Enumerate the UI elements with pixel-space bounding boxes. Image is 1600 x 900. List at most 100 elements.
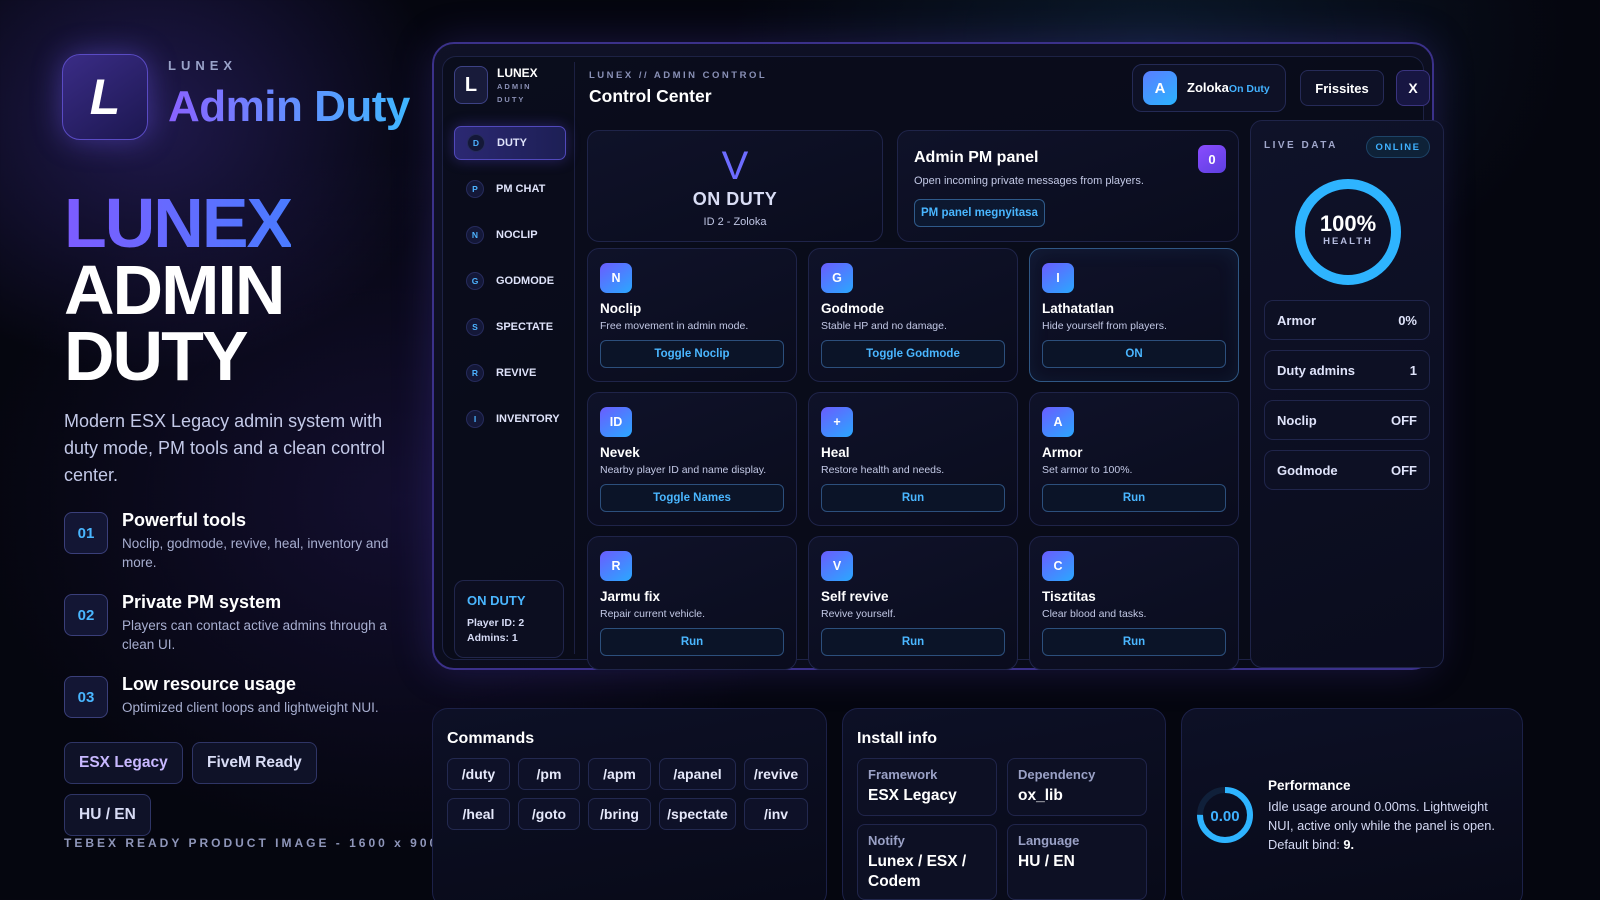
refresh-button[interactable]: Frissites [1300, 70, 1384, 106]
sidebar-item-noclip[interactable]: N NOCLIP [454, 218, 566, 252]
sidebar-item-revive[interactable]: R REVIVE [454, 356, 566, 390]
sidebar-item-label: PM CHAT [496, 183, 546, 195]
pm-panel-description: Open incoming private messages from play… [914, 175, 1144, 187]
duty-player-id: ID 2 - Zoloka [703, 216, 767, 228]
tool-description: Restore health and needs. [821, 464, 945, 476]
sidebar-item-label: SPECTATE [496, 321, 554, 333]
clean-run-button[interactable]: Run [1042, 628, 1226, 656]
tool-title: Heal [821, 445, 850, 460]
open-pm-panel-button[interactable]: PM panel megnyitasa [914, 199, 1045, 227]
duty-status-card: V ON DUTY ID 2 - Zoloka [587, 130, 883, 242]
feature-description: Optimized client loops and lightweight N… [122, 700, 379, 715]
feature-number: 02 [64, 594, 108, 636]
plus-icon: + [821, 407, 853, 437]
tool-title: Jarmu fix [600, 589, 661, 604]
performance-card [1181, 708, 1523, 900]
revive-icon: V [821, 551, 853, 581]
hero-line-3: DUTY [64, 317, 249, 395]
heal-run-button[interactable]: Run [821, 484, 1005, 512]
commands-title: Commands [447, 730, 535, 747]
tool-card-clean: C Tisztitas Clear blood and tasks. Run [1029, 536, 1239, 670]
command-chip: /revive [744, 758, 808, 790]
user-badge: A ZolokaOn Duty [1132, 64, 1286, 112]
feature-item: 03 Low resource usage Optimized client l… [64, 674, 404, 718]
sidebar-item-duty[interactable]: D DUTY [454, 126, 566, 160]
command-chip: /goto [518, 798, 580, 830]
sidebar-item-label: REVIVE [496, 367, 537, 379]
stat-value: OFF [1391, 462, 1417, 478]
feature-title: Low resource usage [122, 674, 297, 694]
stat-value: 0% [1398, 312, 1417, 328]
install-value: HU / EN [1018, 853, 1075, 870]
health-label: HEALTH [1323, 236, 1373, 247]
pm-chat-icon: P [466, 180, 484, 198]
pm-count-badge: 0 [1198, 145, 1226, 173]
feature-title: Private PM system [122, 592, 282, 612]
sidebar-item-inventory[interactable]: I INVENTORY [454, 402, 566, 436]
command-chip: /apm [588, 758, 651, 790]
pm-panel-card: Admin PM panel Open incoming private mes… [897, 130, 1239, 242]
avatar: A [1143, 71, 1177, 105]
sidebar-item-pm-chat[interactable]: P PM CHAT [454, 172, 566, 206]
tag-esx-legacy: ESX Legacy [64, 742, 183, 784]
health-readout: 100% HEALTH [1292, 212, 1404, 248]
live-data-panel [1250, 120, 1444, 668]
live-data-label: LIVE DATA [1264, 140, 1338, 151]
feature-number: 03 [64, 676, 108, 718]
stat-key: Noclip [1277, 412, 1317, 428]
id-icon: ID [600, 407, 632, 437]
revive-icon: R [466, 364, 484, 382]
tool-title: Godmode [821, 301, 884, 316]
install-cell-framework: Framework ESX Legacy [857, 758, 997, 816]
performance-gauge [1197, 787, 1253, 843]
toggle-godmode-button[interactable]: Toggle Godmode [821, 340, 1005, 368]
stat-row-godmode: Godmode OFF [1264, 450, 1430, 490]
sidebar-brand-name: LUNEX [497, 66, 538, 80]
feature-item: 01 Powerful tools Noclip, godmode, reviv… [64, 510, 404, 572]
tool-description: Hide yourself from players. [1042, 320, 1167, 332]
command-chip: /bring [588, 798, 651, 830]
sidebar-item-label: GODMODE [496, 275, 555, 287]
duty-check-icon: V [721, 144, 749, 188]
noclip-icon: N [466, 226, 484, 244]
godmode-icon: G [466, 272, 484, 290]
sidebar-item-label: INVENTORY [496, 413, 560, 425]
tool-title: Self revive [821, 589, 889, 604]
sidebar-item-godmode[interactable]: G GODMODE [454, 264, 566, 298]
sidebar-duty-status: ON DUTY Player ID: 2 Admins: 1 [454, 580, 564, 658]
close-button[interactable]: X [1396, 70, 1430, 106]
vehicle-fix-run-button[interactable]: Run [600, 628, 784, 656]
tool-description: Set armor to 100%. [1042, 464, 1133, 476]
health-gauge [1295, 179, 1401, 285]
feature-number: 01 [64, 512, 108, 554]
stat-key: Armor [1277, 312, 1317, 328]
feature-title: Powerful tools [122, 510, 247, 530]
tool-description: Stable HP and no damage. [821, 320, 947, 332]
player-id-text: Player ID: 2 [467, 617, 525, 629]
stat-row-noclip: Noclip OFF [1264, 400, 1430, 440]
stat-value: 1 [1409, 362, 1417, 378]
armor-run-button[interactable]: Run [1042, 484, 1226, 512]
performance-value: 0.00 [1210, 808, 1240, 825]
tool-title: Tisztitas [1042, 589, 1096, 604]
command-chip: /spectate [659, 798, 736, 830]
sidebar-item-spectate[interactable]: S SPECTATE [454, 310, 566, 344]
tool-title: Noclip [600, 301, 642, 316]
tool-card-self-revive: V Self revive Revive yourself. Run [808, 536, 1018, 670]
feature-description: Players can contact active admins throug… [122, 618, 387, 652]
invisible-toggle-button[interactable]: ON [1042, 340, 1226, 368]
toggle-noclip-button[interactable]: Toggle Noclip [600, 340, 784, 368]
stat-row-armor: Armor 0% [1264, 300, 1430, 340]
brand-logo: L [62, 54, 148, 140]
self-revive-run-button[interactable]: Run [821, 628, 1005, 656]
tag-fivem-ready: FiveM Ready [192, 742, 317, 784]
duty-status-title: ON DUTY [467, 593, 526, 608]
install-key: Framework [868, 767, 938, 782]
tag-language: HU / EN [64, 794, 151, 836]
tool-title: Lathatatlan [1042, 301, 1115, 316]
inventory-icon: I [466, 410, 484, 428]
install-key: Dependency [1018, 767, 1096, 782]
toggle-names-button[interactable]: Toggle Names [600, 484, 784, 512]
stat-key: Godmode [1277, 462, 1338, 478]
sidebar-divider [574, 62, 575, 654]
